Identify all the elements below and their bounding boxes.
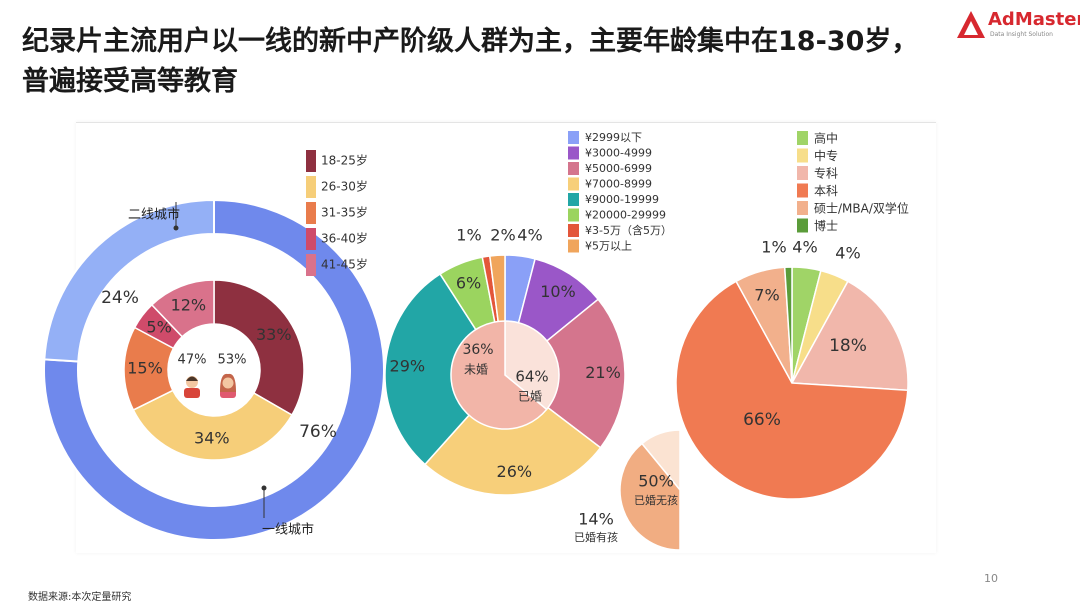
data-label-city-1: 24% (101, 288, 139, 308)
slice-education-5 (783, 266, 793, 384)
slice-education-2 (790, 280, 909, 392)
legend-swatch-education-1 (797, 148, 808, 163)
legend-swatch-income-1 (568, 146, 579, 160)
legend-swatch-education-0 (797, 131, 808, 145)
legend-swatch-age-2 (306, 202, 316, 224)
legend-label-education-4: 硕士/MBA/双学位 (814, 201, 909, 216)
data-label-education-4: 7% (754, 286, 779, 305)
category-label-marriage-1: 已婚 (518, 390, 542, 404)
legend-label-age-4: 41-45岁 (321, 257, 368, 272)
data-label-marriage-0: 36% (462, 342, 493, 358)
data-label-city-0: 76% (299, 422, 337, 442)
page-title: 纪录片主流用户以一线的新中产阶级人群为主，主要年龄集中在18-30岁，普遍接受高… (22, 26, 919, 97)
legend-label-education-5: 博士 (814, 218, 838, 233)
legend-swatch-income-7 (568, 239, 579, 253)
legend-label-education-3: 本科 (814, 184, 838, 198)
source-note: 数据来源:本次定量研究 (28, 592, 132, 603)
legend-swatch-education-3 (797, 183, 808, 198)
legend-label-education-1: 中专 (814, 148, 838, 163)
data-label-income-0: 4% (517, 226, 542, 245)
legend-label-income-7: ¥5万以上 (585, 240, 632, 253)
data-label-children-1: 14% (578, 510, 614, 529)
legend-label-age-1: 26-30岁 (321, 179, 368, 194)
data-label-age-3: 5% (146, 318, 171, 337)
legend-swatch-income-0 (568, 131, 579, 144)
page-number: 10 (984, 572, 998, 585)
data-label-education-0: 4% (792, 238, 817, 257)
legend-label-income-0: ¥2999以下 (585, 131, 642, 144)
data-label-income-5: 6% (456, 274, 481, 293)
data-label-income-3: 26% (497, 462, 533, 481)
legend-swatch-income-2 (568, 162, 579, 175)
slice-marriage-1 (450, 320, 548, 430)
legend-swatch-education-2 (797, 166, 808, 180)
legend-label-income-6: ¥3-5万（含5万） (585, 223, 672, 237)
legend-swatch-age-3 (306, 228, 316, 250)
admaster-logo-icon (957, 11, 985, 38)
category-label-marriage-0: 未婚 (464, 363, 488, 377)
data-label-education-3: 66% (743, 410, 781, 430)
data-label-age-2: 15% (127, 358, 163, 377)
legend-label-income-1: ¥3000-4999 (585, 147, 652, 160)
legend-swatch-income-4 (568, 193, 579, 206)
callout-dot-city-1 (173, 225, 179, 231)
callout-label-city-1: 二线城市 (128, 207, 180, 223)
gender-center (169, 325, 259, 415)
legend-swatch-education-4 (797, 201, 808, 215)
legend-label-education-2: 专科 (814, 166, 838, 181)
data-label-income-6: 1% (456, 226, 481, 245)
legend-label-income-4: ¥9000-19999 (585, 193, 659, 206)
admaster-logo: AdMaster Data Insight Solution (954, 6, 1080, 48)
legend-swatch-education-5 (797, 218, 808, 233)
data-label-income-1: 10% (540, 282, 576, 301)
slice-children-0 (619, 442, 681, 551)
data-label-education-2: 18% (829, 336, 867, 356)
logo-name: AdMaster (988, 9, 1080, 30)
data-label-age-1: 34% (194, 428, 230, 447)
category-label-children-0: 已婚无孩 (634, 493, 678, 507)
legend-label-age-0: 18-25岁 (321, 153, 368, 168)
slice-age-0 (213, 279, 305, 417)
legend-label-age-2: 31-35岁 (321, 205, 368, 220)
legend-swatch-income-6 (568, 224, 579, 237)
data-label-income-7: 2% (490, 226, 515, 245)
data-label-age-4: 12% (171, 295, 207, 314)
slice-income-4 (384, 273, 506, 466)
legend-label-education-0: 高中 (814, 131, 838, 146)
slice-marriage-0 (504, 320, 560, 411)
legend-label-income-3: ¥7000-8999 (585, 178, 652, 191)
legend-label-age-3: 36-40岁 (321, 231, 368, 246)
data-label-marriage-1: 64% (515, 368, 548, 386)
woman-avatar-icon (220, 373, 236, 398)
slice-age-1 (132, 389, 293, 461)
slice-income-3 (423, 373, 602, 496)
callout-label-city-0: 一线城市 (262, 522, 314, 538)
data-label-income-4: 29% (390, 357, 426, 376)
data-label-gender-1: 53% (218, 353, 247, 368)
data-label-children-0: 50% (638, 472, 674, 491)
legend-swatch-income-5 (568, 208, 579, 222)
legend-swatch-income-3 (568, 177, 579, 191)
slice-education-3 (675, 280, 909, 500)
data-label-education-5: 1% (761, 238, 786, 257)
legend-swatch-age-1 (306, 176, 316, 198)
slice-city-0 (43, 198, 385, 541)
legend-swatch-age-4 (306, 254, 316, 276)
legend-swatch-age-0 (306, 150, 316, 172)
data-label-gender-0: 47% (178, 353, 207, 368)
slice-age-4 (150, 279, 215, 338)
data-label-education-1: 4% (835, 244, 860, 263)
man-avatar-icon (184, 376, 200, 398)
callout-dot-city-0 (261, 485, 267, 491)
legend-label-income-5: ¥20000-29999 (585, 209, 666, 222)
slice-income-2 (503, 298, 626, 449)
category-label-children-1: 已婚有孩 (574, 530, 618, 544)
data-label-income-2: 21% (585, 363, 621, 382)
data-label-age-0: 33% (256, 325, 292, 344)
logo-tagline: Data Insight Solution (990, 31, 1053, 38)
legend-label-income-2: ¥5000-6999 (585, 162, 652, 175)
slice-city-1 (43, 198, 215, 363)
